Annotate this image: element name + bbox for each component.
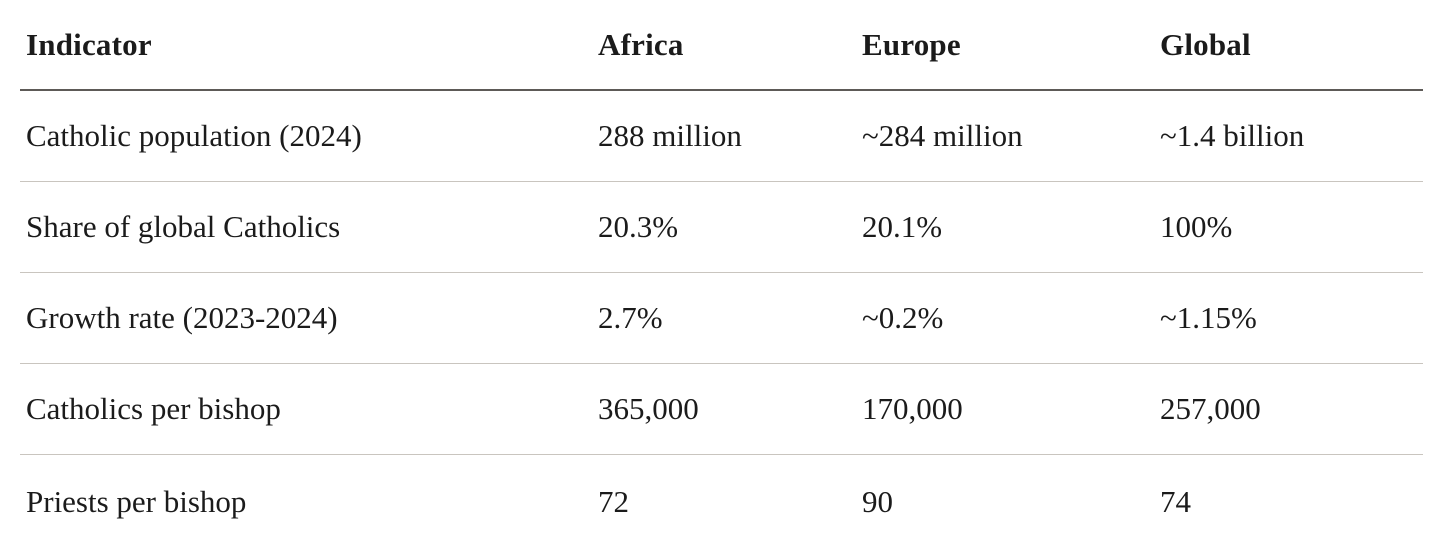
table-cell-europe: ~284 million [862, 118, 1023, 154]
table-cell-africa: 288 million [598, 118, 742, 154]
column-header-global: Global [1160, 26, 1251, 62]
table-cell-europe: ~0.2% [862, 300, 944, 336]
column-header-indicator: Indicator [26, 26, 152, 62]
row-label: Catholics per bishop [26, 391, 281, 427]
table-cell-africa: 72 [598, 483, 629, 519]
column-header-europe: Europe [862, 26, 961, 62]
column-header-africa: Africa [598, 26, 684, 62]
table-cell-global: 100% [1160, 209, 1233, 245]
table-cell-africa: 2.7% [598, 300, 663, 336]
table-row-catholics-per-bishop: Catholics per bishop 365,000 170,000 257… [20, 364, 1423, 455]
table-row-growth-rate: Growth rate (2023-2024) 2.7% ~0.2% ~1.15… [20, 273, 1423, 364]
table-cell-africa: 365,000 [598, 391, 699, 427]
row-label: Growth rate (2023-2024) [26, 300, 338, 336]
row-label: Catholic population (2024) [26, 118, 362, 154]
table-header-row: Indicator Africa Europe Global [20, 0, 1423, 91]
table-cell-africa: 20.3% [598, 209, 679, 245]
table-cell-global: ~1.4 billion [1160, 118, 1305, 154]
table-cell-europe: 90 [862, 483, 893, 519]
table-cell-global: 257,000 [1160, 391, 1261, 427]
table-row-priests-per-bishop: Priests per bishop 72 90 74 [20, 455, 1423, 548]
table-row-catholic-population: Catholic population (2024) 288 million ~… [20, 91, 1423, 182]
row-label: Share of global Catholics [26, 209, 341, 245]
table-cell-europe: 20.1% [862, 209, 943, 245]
table-row-share-global-catholics: Share of global Catholics 20.3% 20.1% 10… [20, 182, 1423, 273]
statistics-table: Indicator Africa Europe Global Catholic … [20, 0, 1423, 548]
table-cell-europe: 170,000 [862, 391, 963, 427]
table-cell-global: ~1.15% [1160, 300, 1257, 336]
row-label: Priests per bishop [26, 483, 247, 519]
table-cell-global: 74 [1160, 483, 1191, 519]
